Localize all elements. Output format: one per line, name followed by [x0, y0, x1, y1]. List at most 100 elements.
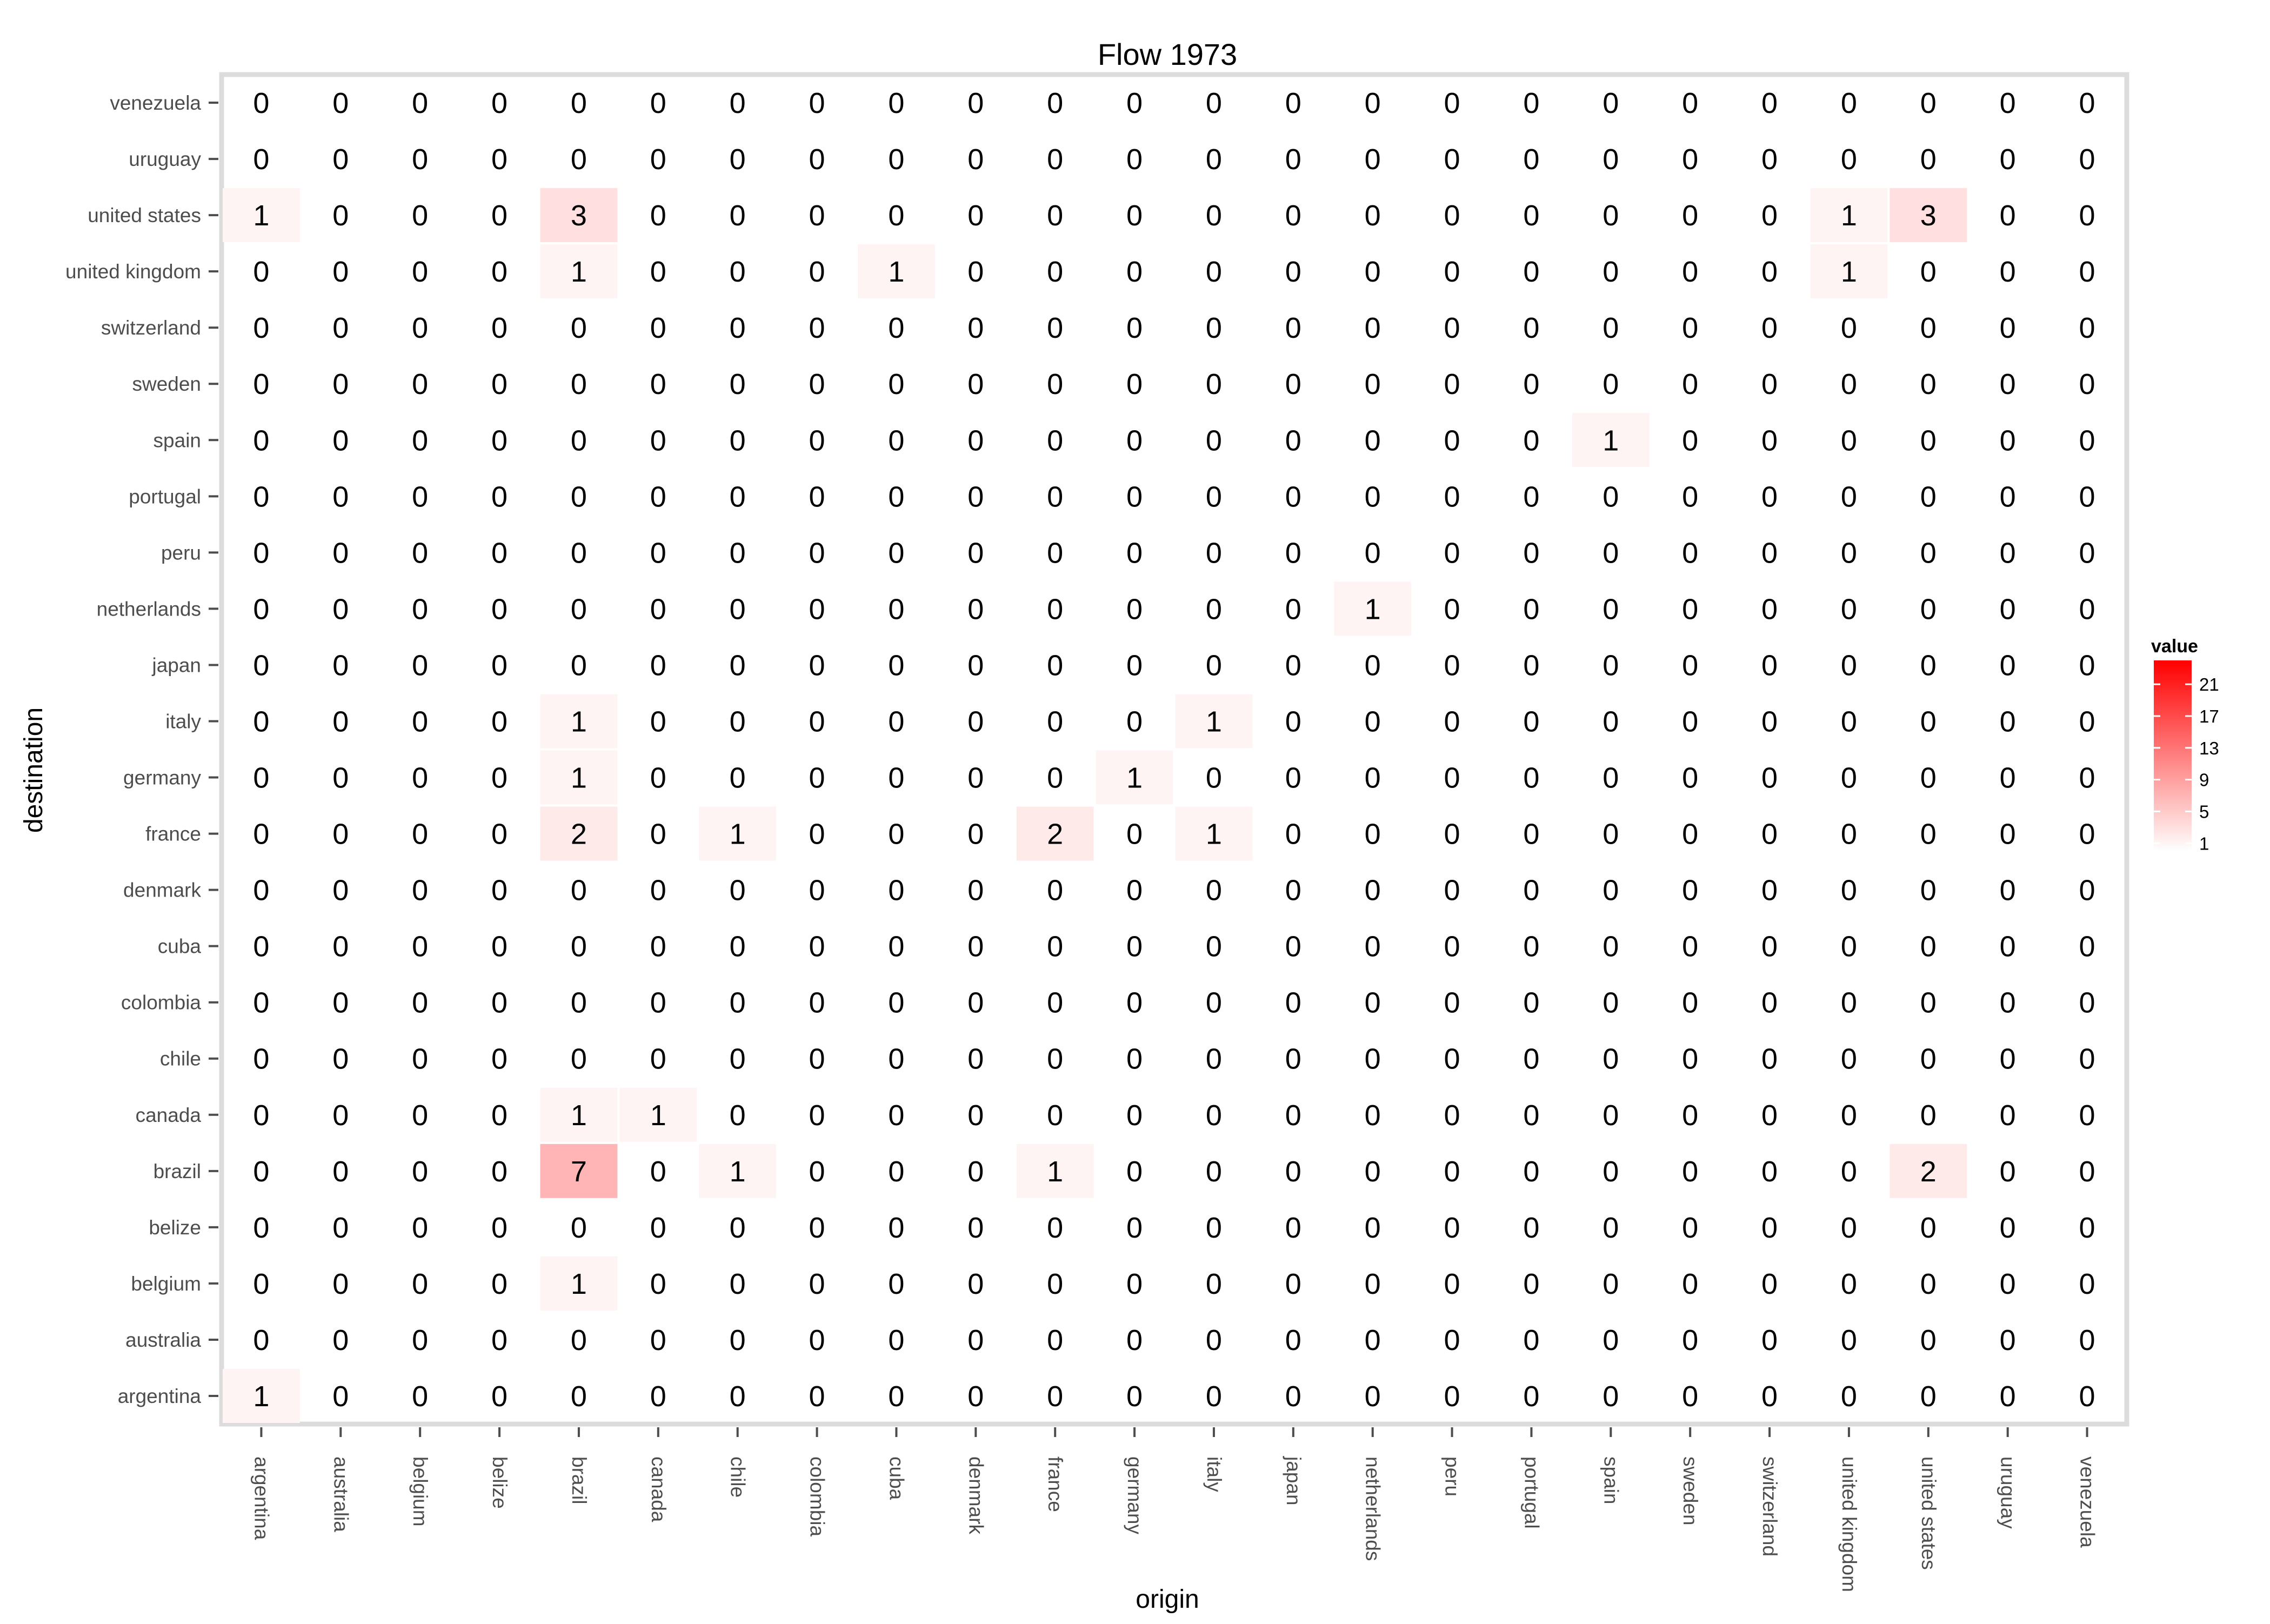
cell-value-label: 0 [571, 537, 587, 569]
cell-value-label: 0 [1047, 762, 1063, 794]
cell-value-label: 0 [1603, 593, 1619, 625]
cell-value-label: 0 [730, 368, 746, 400]
cell-value-label: 0 [1206, 593, 1222, 625]
cell-value-label: 0 [1841, 480, 1857, 513]
cell-value-label: 0 [2079, 1268, 2095, 1300]
cell-value-label: 0 [1126, 1155, 1143, 1188]
x-tick-label: france [1044, 1456, 1066, 1512]
cell-value-label: 0 [1841, 987, 1857, 1019]
y-tick-label: argentina [118, 1385, 202, 1407]
y-tick-label: uruguay [129, 148, 201, 170]
cell-value-label: 0 [1206, 874, 1222, 907]
y-tick-label: belize [149, 1217, 201, 1239]
cell-value-label: 1 [253, 1380, 269, 1413]
cell-value-label: 0 [650, 424, 666, 457]
cell-value-label: 0 [809, 1099, 825, 1132]
cell-value-label: 0 [491, 705, 508, 738]
cell-value-label: 0 [1365, 368, 1381, 400]
cell-value-label: 0 [412, 1155, 428, 1188]
cell-value-label: 0 [650, 256, 666, 288]
x-tick-label: belgium [409, 1456, 431, 1527]
cell-value-label: 0 [571, 424, 587, 457]
heatmap-cell [1175, 694, 1253, 748]
cell-value-label: 0 [253, 762, 269, 794]
cell-value-label: 0 [1285, 762, 1301, 794]
cell-value-label: 0 [1444, 256, 1460, 288]
cell-value-label: 0 [1206, 649, 1222, 681]
legend-tick-label: 9 [2199, 770, 2209, 790]
cell-value-label: 0 [253, 1212, 269, 1244]
cell-value-label: 0 [809, 1324, 825, 1356]
x-tick-label: united states [1918, 1456, 1940, 1570]
cell-value-label: 0 [888, 368, 904, 400]
y-tick-label: colombia [121, 992, 201, 1014]
cell-value-label: 0 [1365, 143, 1381, 176]
cell-value-label: 0 [650, 1268, 666, 1300]
cell-value-label: 0 [1285, 649, 1301, 681]
cell-value-label: 0 [2000, 1043, 2016, 1075]
cell-value-label: 0 [2079, 312, 2095, 344]
cell-value-label: 0 [1523, 593, 1539, 625]
x-tick-label: belize [489, 1456, 511, 1509]
cell-value-label: 0 [730, 480, 746, 513]
cell-value-label: 0 [1920, 1099, 1937, 1132]
cell-value-label: 0 [967, 987, 984, 1019]
cell-value-label: 0 [1285, 593, 1301, 625]
cell-value-label: 0 [1603, 1155, 1619, 1188]
cell-value-label: 0 [809, 1212, 825, 1244]
cell-value-label: 0 [1603, 1043, 1619, 1075]
cell-value-label: 0 [491, 368, 508, 400]
cell-value-label: 0 [1126, 480, 1143, 513]
cell-value-label: 0 [1682, 480, 1698, 513]
cell-value-label: 0 [253, 1043, 269, 1075]
cell-value-label: 0 [253, 931, 269, 963]
cell-value-label: 0 [1841, 1099, 1857, 1132]
cell-value-label: 0 [809, 1155, 825, 1188]
cell-value-label: 0 [967, 649, 984, 681]
cell-value-label: 0 [1920, 87, 1937, 119]
cell-value-label: 0 [1603, 818, 1619, 851]
cell-value-label: 0 [1682, 987, 1698, 1019]
cell-value-label: 0 [1444, 312, 1460, 344]
cell-value-label: 0 [1285, 424, 1301, 457]
cell-value-label: 0 [730, 87, 746, 119]
cell-value-label: 0 [1365, 312, 1381, 344]
cell-value-label: 0 [571, 1212, 587, 1244]
cell-value-label: 0 [2079, 480, 2095, 513]
cell-value-label: 0 [1523, 480, 1539, 513]
cell-value-label: 0 [491, 931, 508, 963]
cell-value-label: 0 [491, 143, 508, 176]
cell-value-label: 0 [491, 87, 508, 119]
cell-value-label: 0 [1523, 87, 1539, 119]
cell-value-label: 0 [1920, 705, 1937, 738]
cell-value-label: 0 [730, 143, 746, 176]
cell-value-label: 0 [1761, 312, 1778, 344]
cell-value-label: 0 [650, 87, 666, 119]
cell-value-label: 0 [888, 987, 904, 1019]
cell-value-label: 0 [1206, 368, 1222, 400]
cell-value-label: 0 [1523, 312, 1539, 344]
legend-tick-label: 5 [2199, 801, 2209, 821]
cell-value-label: 0 [1206, 537, 1222, 569]
cell-value-label: 0 [1682, 1380, 1698, 1413]
cell-value-label: 0 [2079, 649, 2095, 681]
cell-value-label: 0 [1126, 1324, 1143, 1356]
cell-value-label: 0 [888, 537, 904, 569]
cell-value-label: 0 [730, 931, 746, 963]
cell-value-label: 0 [1523, 649, 1539, 681]
cell-value-label: 1 [730, 1155, 746, 1188]
cell-value-label: 0 [730, 987, 746, 1019]
cell-value-label: 0 [1523, 368, 1539, 400]
cell-value-label: 0 [332, 649, 349, 681]
x-tick-label: peru [1441, 1456, 1464, 1496]
cell-value-label: 0 [1444, 199, 1460, 232]
cell-value-label: 0 [967, 1380, 984, 1413]
cell-value-label: 0 [1047, 143, 1063, 176]
cell-value-label: 0 [650, 762, 666, 794]
cell-value-label: 0 [888, 199, 904, 232]
cell-value-label: 0 [1761, 1099, 1778, 1132]
cell-value-label: 0 [332, 87, 349, 119]
cell-value-label: 0 [1444, 1268, 1460, 1300]
heatmap-cell [619, 1087, 697, 1142]
cell-value-label: 0 [332, 705, 349, 738]
